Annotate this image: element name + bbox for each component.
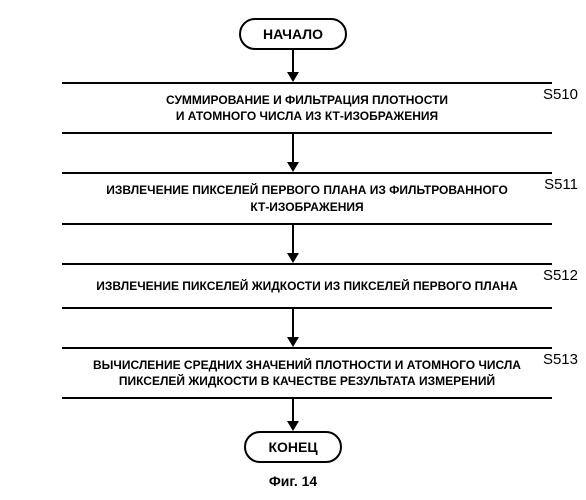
step-row-1: ИЗВЛЕЧЕНИЕ ПИКСЕЛЕЙ ПЕРВОГО ПЛАНА ИЗ ФИЛ… [0,172,586,224]
step-text: ИЗВЛЕЧЕНИЕ ПИКСЕЛЕЙ ЖИДКОСТИ ИЗ ПИКСЕЛЕЙ… [96,279,517,293]
step-row-0: СУММИРОВАНИЕ И ФИЛЬТРАЦИЯ ПЛОТНОСТИИ АТО… [0,82,586,134]
arrow-line [292,309,294,337]
arrow-line [292,50,294,72]
arrow-1 [287,134,299,172]
step-id: S513 [543,351,578,368]
step-row-3: ВЫЧИСЛЕНИЕ СРЕДНИХ ЗНАЧЕНИЙ ПЛОТНОСТИ И … [0,347,586,399]
end-terminal: КОНЕЦ [244,431,341,463]
process-step: ИЗВЛЕЧЕНИЕ ПИКСЕЛЕЙ ПЕРВОГО ПЛАНА ИЗ ФИЛ… [62,172,552,224]
process-step: ВЫЧИСЛЕНИЕ СРЕДНИХ ЗНАЧЕНИЙ ПЛОТНОСТИ И … [62,347,552,399]
step-text: ИЗВЛЕЧЕНИЕ ПИКСЕЛЕЙ ПЕРВОГО ПЛАНА ИЗ ФИЛ… [106,183,508,213]
figure-caption: Фиг. 14 [269,473,317,489]
step-row-2: ИЗВЛЕЧЕНИЕ ПИКСЕЛЕЙ ЖИДКОСТИ ИЗ ПИКСЕЛЕЙ… [0,263,586,309]
arrow-head-icon [287,72,299,82]
start-terminal: НАЧАЛО [239,18,347,50]
arrow-head-icon [287,421,299,431]
start-label: НАЧАЛО [263,26,323,42]
flowchart-container: НАЧАЛО СУММИРОВАНИЕ И ФИЛЬТРАЦИЯ ПЛОТНОС… [0,0,586,489]
step-text: ВЫЧИСЛЕНИЕ СРЕДНИХ ЗНАЧЕНИЙ ПЛОТНОСТИ И … [93,358,521,388]
step-id: S512 [543,267,578,284]
process-step: ИЗВЛЕЧЕНИЕ ПИКСЕЛЕЙ ЖИДКОСТИ ИЗ ПИКСЕЛЕЙ… [62,263,552,309]
step-id: S511 [544,176,578,193]
process-step: СУММИРОВАНИЕ И ФИЛЬТРАЦИЯ ПЛОТНОСТИИ АТО… [62,82,552,134]
arrow-head-icon [287,337,299,347]
arrow-3 [287,309,299,347]
arrow-4 [287,399,299,431]
arrow-2 [287,225,299,263]
arrow-0 [287,50,299,82]
arrow-line [292,134,294,162]
step-id: S510 [543,86,578,103]
arrow-head-icon [287,162,299,172]
arrow-head-icon [287,253,299,263]
step-text: СУММИРОВАНИЕ И ФИЛЬТРАЦИЯ ПЛОТНОСТИИ АТО… [166,93,448,123]
arrow-line [292,225,294,253]
arrow-line [292,399,294,421]
end-label: КОНЕЦ [268,439,317,455]
